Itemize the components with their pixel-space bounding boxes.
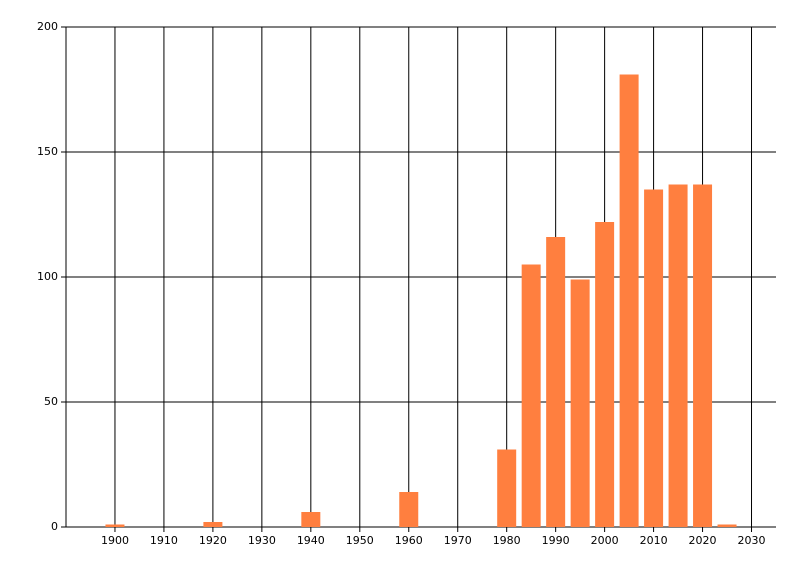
y-tick-label: 200 [37,20,58,33]
x-tick-label: 1910 [150,534,178,547]
x-tick-label: 1950 [346,534,374,547]
x-tick-label: 1920 [199,534,227,547]
x-tick-label: 1930 [248,534,276,547]
x-tick-label: 1970 [444,534,472,547]
x-tick-label: 1990 [542,534,570,547]
y-tick-label: 100 [37,270,58,283]
bar [595,222,615,527]
y-tick-label: 150 [37,145,58,158]
x-tick-label: 1940 [297,534,325,547]
bar [203,522,223,527]
bar [619,74,639,527]
bar [521,264,541,527]
bar [105,524,125,527]
bar [717,524,737,527]
bar [570,279,590,527]
x-tick-label: 2010 [640,534,668,547]
bar [693,184,713,527]
bar [301,512,321,527]
x-tick-label: 1980 [493,534,521,547]
x-tick-label: 2030 [738,534,766,547]
bar [497,449,517,527]
x-tick-label: 1960 [395,534,423,547]
x-tick-label: 1900 [101,534,129,547]
y-tick-label: 0 [51,520,58,533]
x-tick-label: 2020 [689,534,717,547]
x-tick-label: 2000 [591,534,619,547]
y-tick-label: 50 [44,395,58,408]
bar [546,237,566,527]
bar [399,492,419,527]
bar [668,184,688,527]
bar [644,189,664,527]
